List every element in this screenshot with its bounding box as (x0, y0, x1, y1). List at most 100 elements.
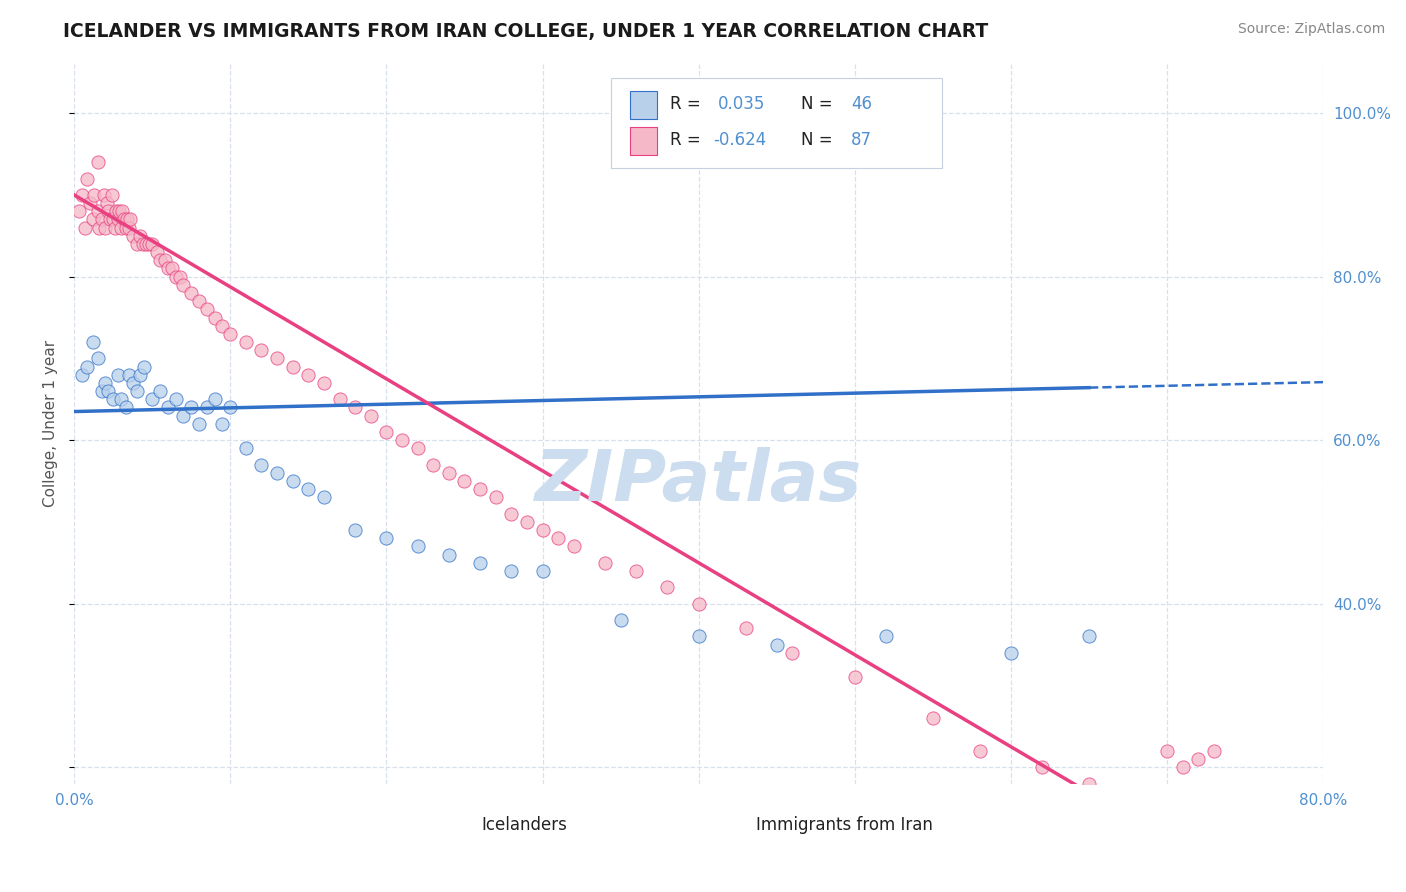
Point (547, 531, 569, 545)
Point (135, 236, 157, 251)
Bar (449, 814, 474, 836)
Point (107, 212, 129, 227)
Point (114, 220, 136, 235)
Point (1171, 760, 1194, 774)
Point (734, 621, 756, 635)
Point (94, 376, 117, 390)
Point (125, 236, 148, 251)
Point (531, 523, 554, 537)
Point (79, 196, 101, 211)
Point (94, 220, 117, 235)
Point (765, 638, 787, 652)
Point (141, 392, 163, 407)
Point (922, 711, 945, 725)
Point (782, 646, 804, 660)
Point (250, 343, 273, 358)
Point (70, 187, 93, 202)
Point (91, 384, 114, 398)
Point (120, 212, 142, 227)
Point (406, 442, 429, 456)
Bar (724, 814, 748, 836)
Point (211, 417, 233, 431)
Text: Icelanders: Icelanders (481, 816, 567, 834)
Text: Immigrants from Iran: Immigrants from Iran (756, 816, 934, 834)
Point (149, 384, 172, 398)
Point (468, 482, 491, 496)
Point (266, 466, 288, 480)
Point (172, 409, 194, 423)
Point (110, 392, 132, 407)
Point (1187, 752, 1209, 766)
Point (96, 196, 118, 211)
Text: 87: 87 (851, 130, 872, 149)
Point (76, 171, 98, 186)
Point (657, 580, 679, 594)
Text: 46: 46 (851, 95, 872, 112)
Point (516, 515, 538, 529)
Point (83, 187, 105, 202)
Point (1031, 760, 1053, 774)
Point (204, 310, 226, 325)
Point (281, 474, 304, 488)
Point (360, 409, 382, 423)
Point (1156, 744, 1178, 758)
Point (609, 613, 631, 627)
Point (73, 220, 96, 235)
Point (101, 212, 124, 227)
Point (188, 417, 211, 431)
Point (1000, 646, 1022, 660)
Point (219, 326, 242, 341)
Point (128, 368, 150, 382)
Point (118, 220, 141, 235)
Point (562, 540, 585, 554)
Point (297, 482, 319, 496)
Text: ZIPatlas: ZIPatlas (536, 447, 862, 516)
Y-axis label: College, Under 1 year: College, Under 1 year (44, 340, 58, 508)
Point (82, 334, 104, 349)
Point (111, 204, 134, 219)
Point (875, 629, 897, 643)
Point (93, 187, 115, 202)
Point (1202, 744, 1225, 758)
Point (107, 368, 129, 382)
Point (1078, 776, 1101, 790)
Text: N =: N = (801, 130, 838, 149)
Point (86, 204, 108, 219)
Text: R =: R = (669, 130, 706, 149)
Point (110, 220, 132, 235)
Point (67, 204, 90, 219)
Point (406, 540, 429, 554)
Text: -0.624: -0.624 (714, 130, 766, 149)
Point (626, 564, 648, 578)
Point (98, 212, 121, 227)
Point (211, 318, 233, 333)
Point (593, 556, 616, 570)
Point (297, 368, 319, 382)
Point (180, 285, 202, 300)
Point (162, 261, 184, 276)
FancyBboxPatch shape (612, 78, 942, 169)
Point (165, 269, 187, 284)
Point (91, 212, 114, 227)
Point (375, 425, 398, 439)
Point (195, 302, 218, 317)
Point (115, 212, 138, 227)
Bar (630, 91, 658, 120)
Point (235, 442, 257, 456)
Point (141, 236, 163, 251)
Point (688, 597, 710, 611)
Point (312, 376, 335, 390)
Point (132, 236, 155, 251)
Point (76, 359, 98, 374)
Point (104, 220, 127, 235)
Point (391, 433, 413, 447)
Point (156, 261, 179, 276)
Point (108, 204, 131, 219)
Text: ICELANDER VS IMMIGRANTS FROM IRAN COLLEGE, UNDER 1 YEAR CORRELATION CHART: ICELANDER VS IMMIGRANTS FROM IRAN COLLEG… (63, 22, 988, 41)
Text: R =: R = (669, 95, 706, 112)
Point (82, 212, 104, 227)
Point (204, 392, 226, 407)
Point (118, 368, 141, 382)
Point (172, 277, 194, 292)
Point (531, 564, 554, 578)
